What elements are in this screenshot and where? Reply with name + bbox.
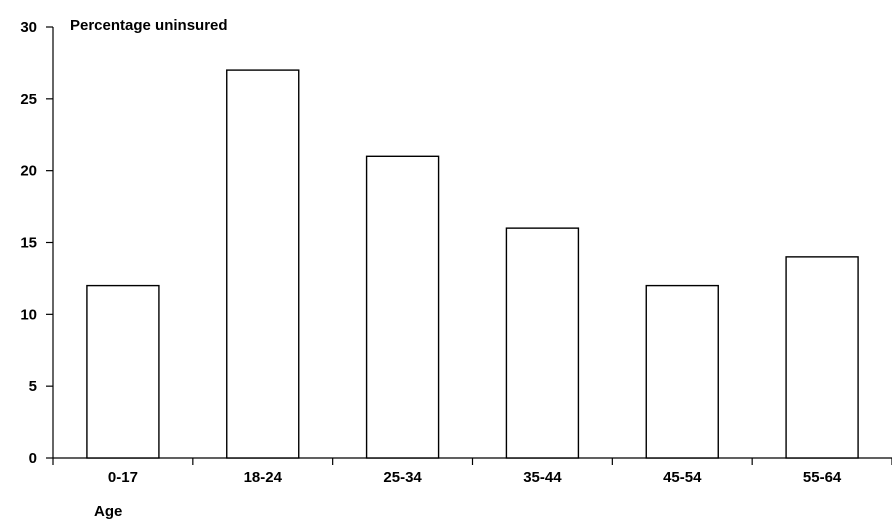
x-axis-title: Age	[94, 503, 122, 520]
y-tick-label: 20	[20, 163, 37, 180]
bar	[86, 284, 160, 459]
bar	[785, 256, 859, 459]
bar	[365, 155, 440, 459]
bar	[505, 227, 580, 459]
x-axis: 0-17 18-24 25-34 35-44 45-54 55-64	[52, 457, 892, 486]
y-axis-title: Percentage uninsured	[70, 17, 228, 34]
x-tick-label: 45-54	[663, 469, 702, 486]
x-tick-label: 18-24	[244, 469, 283, 486]
x-tick-label: 35-44	[523, 469, 562, 486]
bar	[226, 69, 300, 459]
y-tick-label: 5	[29, 378, 37, 395]
y-tick-label: 25	[20, 91, 37, 108]
x-tick-label: 0-17	[108, 469, 138, 486]
y-tick-label: 15	[20, 235, 37, 252]
y-tick-label: 0	[29, 450, 37, 467]
bars	[86, 69, 859, 459]
x-tick-label: 25-34	[383, 469, 422, 486]
x-tick-label: 55-64	[803, 469, 842, 486]
bar	[645, 284, 719, 459]
y-axis: 0 5 10 15 20 25 30	[20, 19, 54, 467]
y-tick-label: 30	[20, 19, 37, 36]
y-tick-label: 10	[20, 306, 37, 323]
